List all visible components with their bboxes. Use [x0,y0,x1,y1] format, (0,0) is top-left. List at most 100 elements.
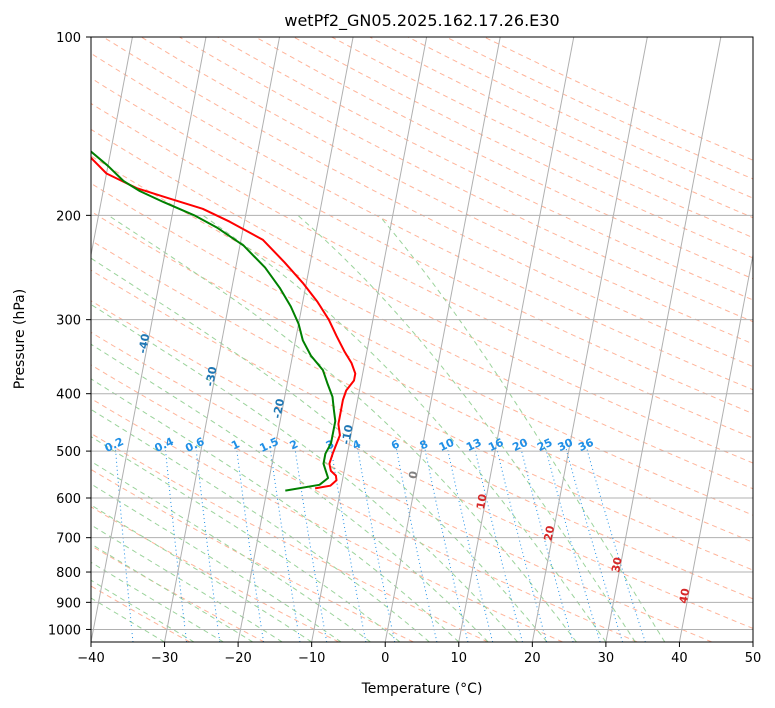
moist-adiabat-line [378,214,666,642]
dry-adiabat-line [91,210,753,543]
moist-adiabat-line [91,460,371,642]
dry-adiabat-line [91,102,753,439]
line-labels: -100-90-80-70-60-50-40-30-20-100.10.20.4… [103,332,693,605]
mixing-ratio-label: 20 [510,436,530,454]
x-tick-label: −30 [151,651,178,666]
isotherm-label: -30 [203,365,220,387]
x-axis-label: Temperature (°C) [361,681,483,697]
x-tick-label: 30 [598,651,615,666]
y-tick-label: 100 [56,31,81,46]
y-tick-label: 600 [56,492,81,507]
isotherm-line [458,37,575,642]
x-tick-label: −40 [77,651,104,666]
mixing-ratio-line [330,448,367,642]
dry-adiabat-line [91,182,753,516]
moist-adiabat-line [202,214,607,642]
warm-isotherm-label: 30 [609,556,625,574]
y-axis-label: Pressure (hPa) [12,289,28,389]
x-tick-label: 0 [381,651,389,666]
isotherm-line [164,37,281,642]
moist-adiabats [91,214,666,642]
mixing-ratio-label: 16 [486,436,506,454]
mixing-ratio-line [586,448,646,642]
y-tick-label: 900 [56,596,81,611]
dewpoint-profile-line [91,150,337,492]
x-tick-label: −10 [298,651,325,666]
moist-adiabat-line [91,378,460,642]
moist-adiabat-line [91,257,548,642]
dry-adiabat-line [217,37,753,301]
dry-adiabat-line [91,239,753,571]
warm-isotherm-label: 10 [474,493,490,511]
warm-isotherm-label: 20 [542,524,558,542]
x-tick-label: 40 [671,651,688,666]
mixing-ratio-label: 36 [576,436,596,454]
y-tick-label: 700 [56,532,81,547]
x-tick-label: 20 [524,651,541,666]
x-tick-label: −20 [224,651,251,666]
dry-adiabat-line [91,432,489,642]
moist-adiabat-line [91,561,224,642]
y-axis: 100 200 300 400 500 600 700 800 900 1000 [48,31,91,638]
dry-adiabat-line [255,37,753,280]
moist-adiabat-line [91,597,165,642]
plot-frame [90,36,754,643]
mixing-ratio-line [565,448,624,642]
dry-adiabat-line [445,37,753,180]
moist-adiabat-line [91,303,518,642]
mixing-ratio-line [447,448,494,642]
isotherm-line [237,37,354,642]
isotherm-line [678,252,753,642]
x-axis: −40 −30 −20 −10 0 10 20 30 40 50 [77,642,761,666]
isotherm-line [531,37,648,642]
y-tick-label: 800 [56,566,81,581]
mixing-ratio-line [424,448,469,642]
y-tick-label: 400 [56,388,81,403]
mixing-ratio-line [545,448,601,642]
isotherm-label: -10 [339,423,356,445]
dry-adiabat-line [369,37,753,219]
y-tick-label: 500 [56,445,81,460]
dry-adiabat-line [102,37,753,368]
mixing-ratio-line [520,448,574,642]
mixing-ratio-line [269,448,301,642]
isotherm-line [384,37,501,642]
mixing-ratio-label: 13 [464,436,483,454]
profiles [91,150,357,492]
moist-adiabat-line [91,436,401,642]
mixing-ratio-label: 10 [437,436,457,454]
temperature-profile-line [91,155,357,490]
moist-adiabat-line [91,483,342,642]
x-tick-label: 10 [451,651,468,666]
dry-adiabat-line [483,37,753,161]
isotherm-line [91,37,207,642]
warm-isotherm-label: 40 [677,587,693,605]
isotherm-line [311,37,428,642]
isotherm-line [605,37,722,642]
mixing-ratio-line [294,448,328,642]
y-tick-label: 300 [56,314,81,329]
moist-adiabat-line [297,214,636,642]
zero-isotherm-label: 0 [406,470,420,480]
mixing-ratio-label: 25 [535,436,554,454]
y-tick-label: 1000 [48,623,81,638]
mixing-ratio-line [474,448,523,642]
dry-adiabat-line [91,397,563,642]
mixing-ratio-line [236,448,264,642]
moist-adiabat-line [91,408,430,642]
mixing-ratio-line [395,448,438,642]
isotherm-label: -20 [271,397,288,419]
x-tick-label: 50 [745,651,762,666]
dry-adiabat-line [141,37,753,345]
mixing-ratio-line [496,448,548,642]
plot-area: -100-90-80-70-60-50-40-30-20-100.10.20.4… [91,37,753,642]
moist-adiabat-line [107,214,577,642]
mixing-ratio-label: 30 [556,436,576,454]
isotherm-line [91,37,133,258]
dry-adiabat-line [331,37,753,239]
moist-adiabat-line [91,579,195,642]
isotherms [91,37,753,642]
isotherm-label: -40 [136,332,153,354]
